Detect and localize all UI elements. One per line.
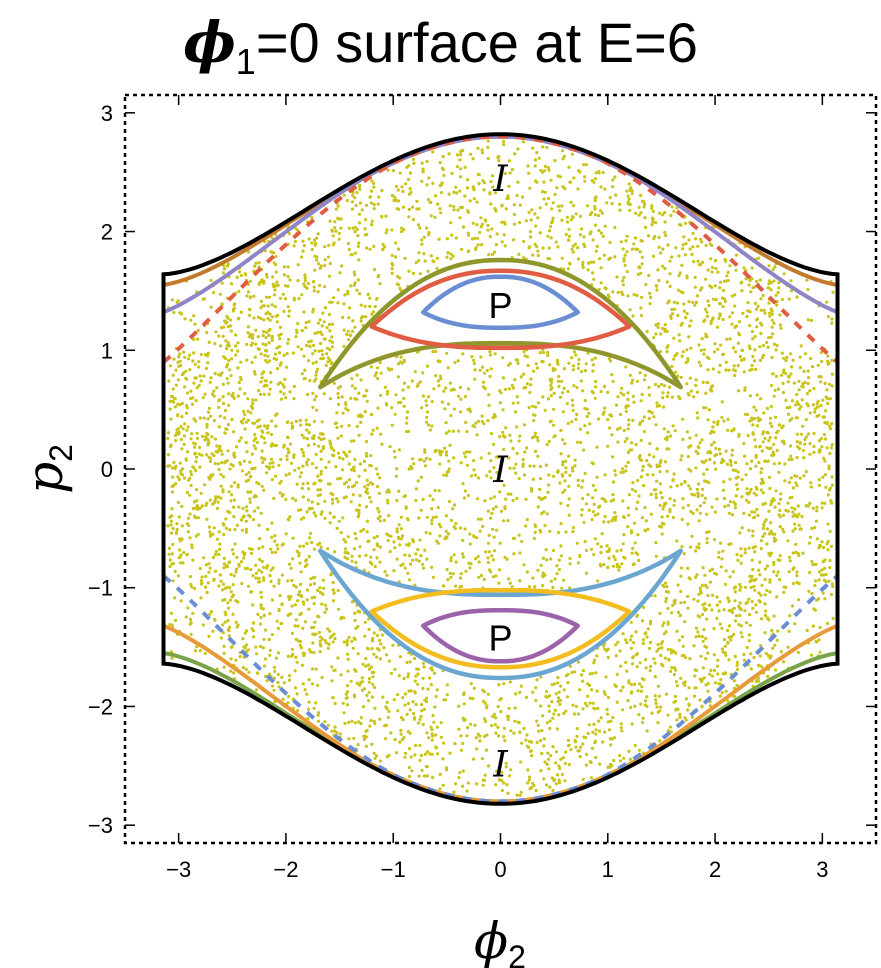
x-tick-label: 2 [709, 857, 721, 882]
x-tick-label: −3 [166, 857, 191, 882]
region-label-P: P [488, 618, 512, 659]
region-label-P: P [488, 285, 512, 326]
orbit-curves [162, 134, 839, 804]
y-tick-label: −1 [88, 576, 113, 601]
island-curve-5 [421, 608, 580, 664]
x-tick-label: −2 [273, 857, 298, 882]
title-subscript: 1 [235, 41, 256, 82]
energy-boundary [161, 132, 840, 806]
region-label-I: I [492, 450, 508, 491]
edge-curve-5 [162, 574, 839, 804]
x-tick-label: 3 [816, 857, 828, 882]
island-curve-1 [369, 268, 632, 351]
y-tick-label: 2 [101, 220, 113, 245]
y-tick-label: 1 [101, 338, 113, 363]
axis-ticks: −3 −2 −1 0 1 2 3 −3 −2 −1 0 1 2 3 [88, 95, 876, 882]
y-tick-label: −3 [88, 813, 113, 838]
chart-title: ϕ1=0 surface at E=6 [0, 6, 881, 82]
energy-boundary-curve [161, 132, 840, 806]
y-axis-label: p2 [16, 444, 79, 494]
edge-curve-2 [162, 134, 839, 364]
region-label-I: I [492, 159, 508, 200]
x-axis-symbol: ϕ [474, 912, 508, 968]
y-tick-label: −2 [88, 694, 113, 719]
x-tick-label: −1 [381, 857, 406, 882]
title-text: =0 surface at E=6 [255, 11, 698, 74]
region-label-I: I [492, 744, 508, 785]
x-tick-label: 1 [602, 857, 614, 882]
island-curve-2 [421, 274, 580, 330]
x-axis-label: ϕ2 [474, 912, 526, 968]
y-tick-label: 0 [101, 457, 113, 482]
x-axis-subscript: 2 [508, 939, 526, 968]
x-tick-label: 0 [494, 857, 506, 882]
region-annotations: I P I P I [488, 159, 512, 785]
y-axis-symbol: p [16, 462, 74, 494]
y-axis-subscript: 2 [43, 444, 79, 462]
island-curve-4 [369, 587, 632, 670]
y-tick-label: 3 [101, 101, 113, 126]
title-symbol: ϕ [183, 10, 236, 76]
